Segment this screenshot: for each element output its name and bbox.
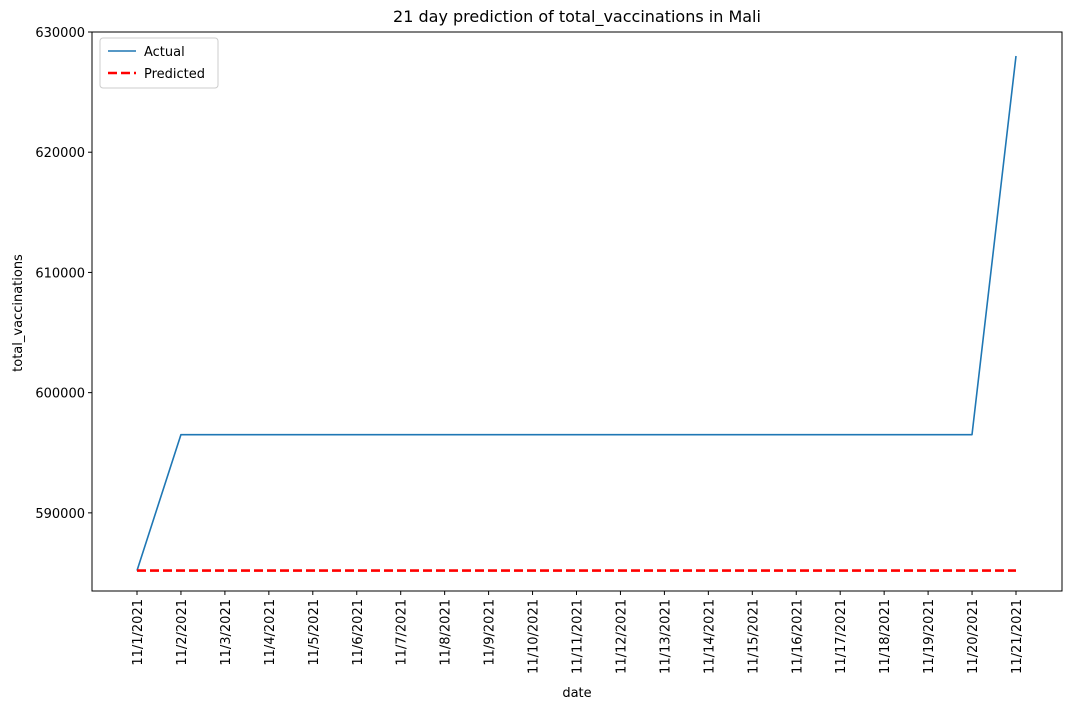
plot-frame <box>91 31 1063 592</box>
x-tick-label: 11/15/2021 <box>746 599 761 674</box>
x-tick-label: 11/9/2021 <box>483 599 498 666</box>
legend-label-predicted: Predicted <box>144 67 205 82</box>
y-tick-label: 610000 <box>35 266 85 281</box>
x-tick-label: 11/8/2021 <box>439 599 454 666</box>
y-tick-label: 600000 <box>35 387 85 402</box>
x-tick-label: 11/21/2021 <box>1010 599 1025 674</box>
x-tick-label: 11/7/2021 <box>395 599 410 666</box>
legend-label-actual: Actual <box>144 45 185 60</box>
x-tick-label: 11/6/2021 <box>351 599 366 666</box>
x-tick-label: 11/4/2021 <box>263 599 278 666</box>
x-tick-label: 11/14/2021 <box>702 599 717 674</box>
y-tick-label: 620000 <box>35 146 85 161</box>
x-tick-label: 11/2/2021 <box>175 599 190 666</box>
x-tick-label: 11/5/2021 <box>307 599 322 666</box>
x-tick-label: 11/1/2021 <box>131 599 146 666</box>
x-tick-label: 11/12/2021 <box>614 599 629 674</box>
y-axis-label: total_vaccinations <box>11 254 26 372</box>
x-tick-label: 11/19/2021 <box>922 599 937 674</box>
x-tick-label: 11/3/2021 <box>219 599 234 666</box>
x-tick-label: 11/10/2021 <box>527 599 542 674</box>
series-line-actual <box>136 55 1017 571</box>
plot-area: 590000 600000 610000 620000 630000 11/1/2021 1… <box>35 26 1063 674</box>
x-tick-label: 11/11/2021 <box>571 599 586 674</box>
legend: Actual Predicted <box>99 37 219 89</box>
x-tick-label: 11/18/2021 <box>878 599 893 674</box>
y-tick-label: 630000 <box>35 26 85 41</box>
x-tick-label: 11/20/2021 <box>966 599 981 674</box>
x-tick-label: 11/16/2021 <box>790 599 805 674</box>
x-tick-label: 11/13/2021 <box>658 599 673 674</box>
x-tick-label: 11/17/2021 <box>834 599 849 674</box>
x-axis-label: date <box>562 686 591 701</box>
y-tick-label: 590000 <box>35 507 85 522</box>
chart-title: 21 day prediction of total_vaccinations … <box>393 7 761 27</box>
